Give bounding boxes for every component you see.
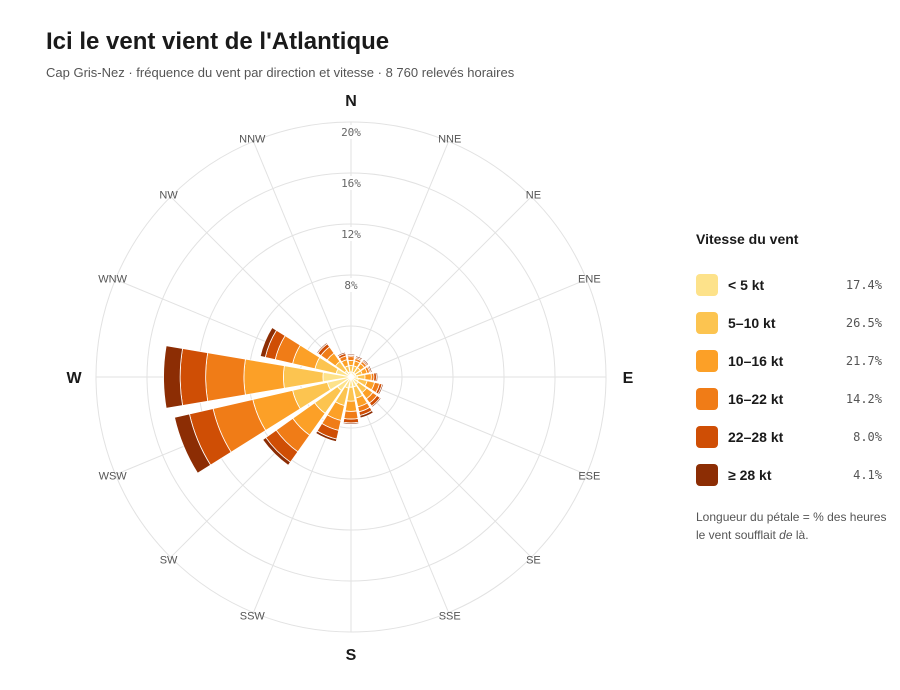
petal-segment-S-2 [344,400,358,412]
legend-label: 10–16 kt [728,353,784,369]
direction-label-SE: SE [526,554,541,566]
petal-segment-NNE-5 [355,355,364,361]
cardinal-label-N: N [345,93,357,110]
legend-share: 14.2% [845,392,882,406]
direction-label-ESE: ESE [578,471,600,483]
ring-label: 16% [341,177,361,190]
legend: Vitesse du vent < 5 kt 17.4% 5–10 kt 26.5% 1… [696,231,896,544]
legend-rows: < 5 kt 17.4% 5–10 kt 26.5% 10–16 kt 21.7% 16–2… [696,266,896,494]
legend-swatch [696,426,718,448]
legend-note-text: Longueur du pétale = % des heures le ven… [696,510,887,542]
direction-label-NNE: NNE [438,134,461,146]
petal-segment-NE-5 [362,358,370,366]
cardinal-label-E: E [623,370,634,387]
direction-label-NE: NE [526,190,541,202]
legend-note-end: là. [795,528,809,542]
legend-label: < 5 kt [728,277,765,293]
petal-segment-NW-5 [316,342,328,354]
wind-petals [163,326,384,474]
grid-spoke [350,376,587,476]
legend-item: 10–16 kt 21.7% [696,342,896,380]
legend-swatch [696,312,718,334]
petal-segment-N-5 [346,353,356,357]
legend-share: 17.4% [845,278,882,292]
legend-item: 22–28 kt 8.0% [696,418,896,456]
chart-title: Ici le vent vient de l'Atlantique [46,28,390,55]
cardinal-label-W: W [66,370,82,387]
grid-spoke [350,376,450,613]
grid-spoke [350,141,450,378]
petal-segment-W-2 [243,358,285,396]
ring-label-bg [333,125,369,139]
petal-segment-WSW-5 [174,413,212,474]
cardinal-label-S: S [346,647,357,664]
petal-segment-SSE-5 [359,409,374,419]
petal-segment-E-2 [364,373,372,381]
petal-segment-ENE-5 [367,364,373,373]
grid-spoke [350,196,532,378]
direction-label-SSE: SSE [439,610,461,622]
direction-label-NNW: NNW [239,134,266,146]
petal-segment-SW-5 [262,437,291,466]
legend-item: ≥ 28 kt 4.1% [696,456,896,494]
petal-segment-SE-5 [371,397,382,408]
legend-label: 5–10 kt [728,315,776,331]
petal-segment-N-3 [347,356,355,362]
legend-note: Longueur du pétale = % des heures le ven… [696,508,896,544]
legend-share: 26.5% [845,316,882,330]
legend-share: 21.7% [845,354,882,368]
wind-rose-chart: 8% 12% 16% 20% N NNE NE ENE E ESE SE SSE S SSW SW WSW W W… [66,93,633,664]
ring-label: 8% [344,279,358,292]
petal-segment-SSW-5 [315,430,338,443]
grid-spoke [350,376,532,558]
legend-label: 16–22 kt [728,391,784,407]
direction-label-SSW: SSW [240,610,266,622]
chart-subtitle: Cap Gris-Nez · fréquence du vent par dir… [46,65,515,80]
petal-segment-E-5 [375,372,379,382]
legend-item: 16–22 kt 14.2% [696,380,896,418]
ring-label-bg [333,278,369,292]
legend-item: < 5 kt 17.4% [696,266,896,304]
legend-swatch [696,464,718,486]
grid-spoke [170,196,352,378]
ring-label-bg [333,227,369,241]
ring-label-bg [333,176,369,190]
petal-segment-S-3 [343,410,359,420]
direction-label-SW: SW [160,554,178,566]
legend-title: Vitesse du vent [696,231,799,247]
petal-segment-N-2 [347,360,355,367]
ring-label: 12% [341,228,361,241]
petal-segment-WNW-5 [259,326,278,358]
ring-label: 20% [341,126,361,139]
direction-label-WNW: WNW [98,273,127,285]
petal-segment-ESE-5 [377,383,384,396]
direction-label-NW: NW [159,190,178,202]
petal-segment-W-4 [179,348,209,406]
legend-swatch [696,274,718,296]
direction-label-WSW: WSW [99,471,128,483]
grid-spoke [350,278,587,378]
petal-segment-W-3 [205,352,246,402]
grid-spoke [252,141,352,378]
legend-label: ≥ 28 kt [728,467,772,483]
direction-label-ENE: ENE [578,273,601,285]
legend-share: 8.0% [853,430,882,444]
petal-segment-S-5 [342,421,360,425]
legend-label: 22–28 kt [728,429,784,445]
legend-swatch [696,388,718,410]
petal-segment-W-5 [163,345,184,409]
legend-swatch [696,350,718,372]
petal-segment-NNW-5 [336,351,347,358]
direction-labels: 8% 12% 16% 20% N NNE NE ENE E ESE SE SSE S SSW SW WSW W W… [66,93,633,664]
legend-share: 4.1% [853,468,882,482]
legend-note-emphasis: de [779,528,793,542]
legend-item: 5–10 kt 26.5% [696,304,896,342]
